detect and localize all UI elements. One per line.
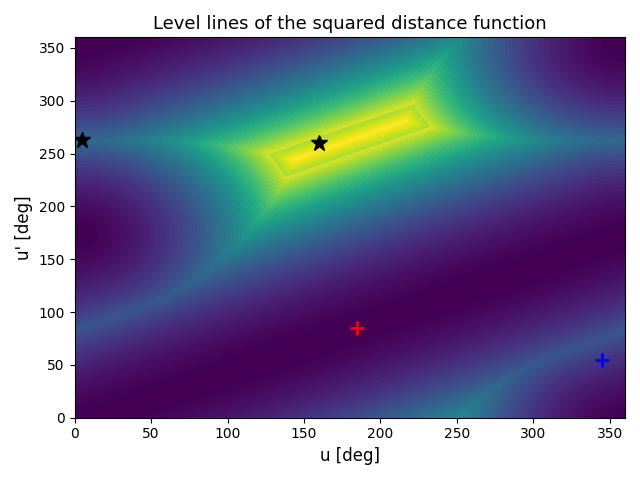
X-axis label: u [deg]: u [deg] <box>320 447 380 465</box>
Title: Level lines of the squared distance function: Level lines of the squared distance func… <box>153 15 547 33</box>
Y-axis label: u' [deg]: u' [deg] <box>15 195 33 260</box>
